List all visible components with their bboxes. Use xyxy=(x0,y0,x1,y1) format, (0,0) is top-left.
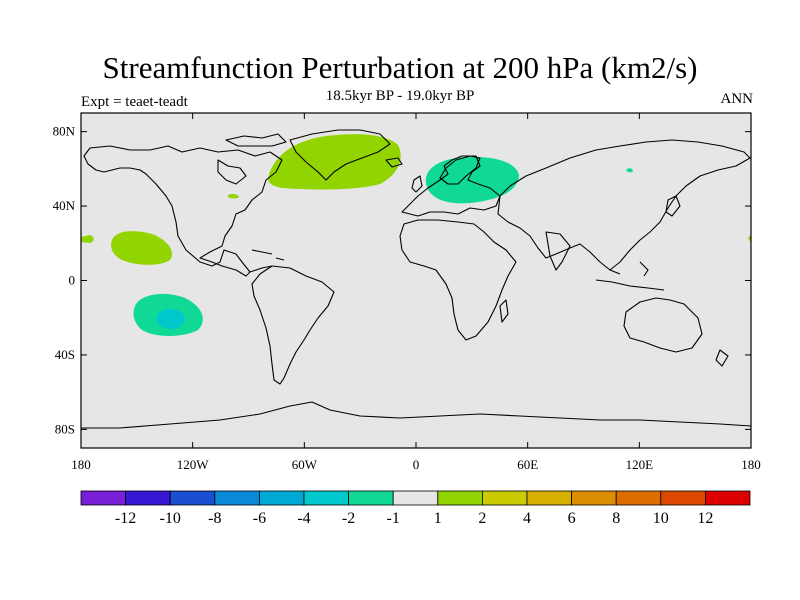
colorbar-swatch-12 xyxy=(615,490,662,506)
colorbar-label-9: 4 xyxy=(523,510,531,527)
colorbar-label-6: -1 xyxy=(387,510,400,527)
colorbar-swatch-13 xyxy=(660,490,706,506)
colorbar-label-12: 10 xyxy=(653,510,669,527)
lat-tick-label-1: 40N xyxy=(53,198,76,213)
lon-tick-label-2: 60W xyxy=(292,457,318,472)
coast-hudson-bay xyxy=(217,159,247,185)
colorbar-label-8: 2 xyxy=(478,510,486,527)
colorbar-swatch-5 xyxy=(303,490,349,506)
lat-tick-label-3: 40S xyxy=(55,347,75,362)
colorbar-swatch-1 xyxy=(125,490,171,506)
colorbar-label-3: -6 xyxy=(253,510,266,527)
coast-asia xyxy=(497,139,751,271)
colorbar-label-5: -2 xyxy=(342,510,355,527)
colorbar-label-0: -12 xyxy=(115,510,136,527)
colorbar-label-2: -8 xyxy=(208,510,221,527)
contour-small-canada xyxy=(228,193,239,199)
lon-tick-label-0: 180 xyxy=(71,457,91,472)
coastlines xyxy=(81,129,752,429)
colorbar-swatch-2 xyxy=(169,490,216,506)
colorbar-swatch-8 xyxy=(437,490,483,506)
contour-fills xyxy=(81,134,751,336)
contour-south-pacific-core xyxy=(156,308,185,329)
lat-tick-label-2: 0 xyxy=(69,273,76,288)
chart-subtitle: 18.5kyr BP - 19.0kyr BP xyxy=(325,88,475,104)
coast-new-zealand xyxy=(715,349,729,367)
colorbar-swatch-9 xyxy=(481,490,528,506)
contour-small-siberia xyxy=(626,168,633,173)
contour-north-atlantic xyxy=(268,134,401,190)
chart-title: Streamfunction Perturbation at 200 hPa (… xyxy=(102,50,698,85)
colorbar: -12 -10 -8 -6 -4 -2 -1 1 2 4 6 8 10 12 xyxy=(80,490,751,527)
lat-tick-label-4: 80S xyxy=(55,421,75,436)
coast-indonesia xyxy=(595,261,665,291)
coast-britain xyxy=(411,175,423,193)
colorbar-swatch-7 xyxy=(392,490,439,506)
coast-north-america xyxy=(83,145,283,277)
contour-north-pacific xyxy=(111,231,172,265)
colorbar-swatch-0 xyxy=(80,490,126,506)
coast-japan xyxy=(665,195,681,217)
lat-tick-label-0: 80N xyxy=(53,124,76,139)
colorbar-label-7: 1 xyxy=(434,510,442,527)
coast-iceland xyxy=(385,157,403,168)
colorbar-swatch-11 xyxy=(571,490,617,506)
lon-tick-label-1: 120W xyxy=(177,457,210,472)
colorbar-label-4: -4 xyxy=(297,510,310,527)
lon-tick-label-5: 120E xyxy=(626,457,654,472)
coast-central-america xyxy=(249,265,273,273)
colorbar-swatch-3 xyxy=(214,490,260,506)
colorbar-label-10: 6 xyxy=(568,510,576,527)
colorbar-swatch-6 xyxy=(348,490,394,506)
coast-madagascar xyxy=(499,299,509,323)
lon-tick-label-6: 180 xyxy=(741,457,761,472)
lon-tick-label-3: 0 xyxy=(413,457,420,472)
contour-europe xyxy=(425,156,519,204)
coast-africa xyxy=(399,219,517,341)
coast-caribbean xyxy=(251,249,285,261)
colorbar-swatch-10 xyxy=(526,490,572,506)
season-label: ANN xyxy=(720,91,754,107)
lon-tick-label-4: 60E xyxy=(517,457,538,472)
contour-small-east xyxy=(748,235,751,243)
contour-small-west xyxy=(81,235,94,243)
colorbar-swatch-4 xyxy=(258,490,305,506)
coast-arctic-islands xyxy=(225,133,287,147)
coast-europe xyxy=(401,155,501,217)
experiment-label: Expt = teaet-teadt xyxy=(81,94,188,110)
colorbar-label-11: 8 xyxy=(612,510,620,527)
axis-ticks: 80N 40N 0 40S 80S 180 120W 60W 0 60E 120E 180 xyxy=(53,113,761,472)
coast-greenland xyxy=(289,129,391,181)
colorbar-label-13: 12 xyxy=(697,510,713,527)
map-background xyxy=(81,113,751,448)
coast-scandinavia xyxy=(439,155,481,185)
colorbar-swatch-14 xyxy=(705,490,751,506)
coast-antarctica xyxy=(81,401,752,429)
coast-south-america xyxy=(251,265,335,385)
coast-australia xyxy=(623,297,703,353)
colorbar-label-1: -10 xyxy=(160,510,181,527)
coast-india xyxy=(545,231,571,271)
